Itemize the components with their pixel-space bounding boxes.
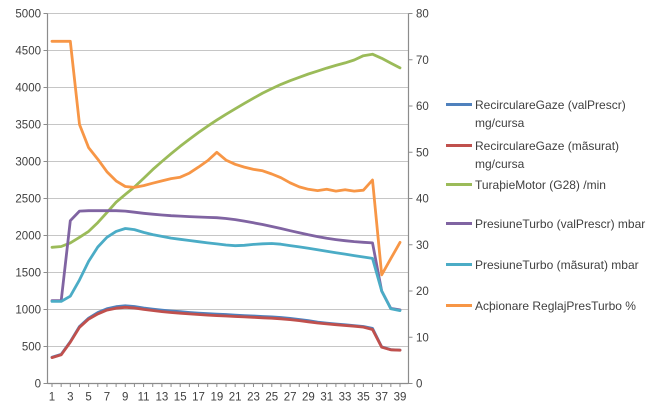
legend-swatch-recirculare-masurat <box>446 144 472 147</box>
legend-label: RecirculareGaze (valPrescr) mg/cursa <box>475 98 626 130</box>
x-axis-tick-label: 39 <box>394 392 407 404</box>
legend-swatch-turatie-motor <box>446 183 472 186</box>
legend-item-presiune-valprescr: PresiuneTurbo (valPrescr) mbar <box>446 215 645 233</box>
legend-label: RecirculareGaze (mãsurat) mg/cursa <box>475 139 620 171</box>
legend-label: PresiuneTurbo (valPrescr) mbar <box>475 217 646 231</box>
left-axis-tick-label: 4000 <box>15 83 41 95</box>
x-axis-tick-label: 13 <box>155 392 168 404</box>
x-axis-tick-label: 21 <box>229 392 242 404</box>
chart-legend: RecirculareGaze (valPrescr) mg/cursa Reci… <box>446 0 661 417</box>
right-axis-tick-label: 0 <box>416 379 422 391</box>
left-axis-tick-label: 1500 <box>15 268 41 280</box>
right-axis-tick-label: 10 <box>416 332 429 344</box>
left-axis-tick-label: 500 <box>22 342 41 354</box>
left-axis-tick-label: 0 <box>35 379 41 391</box>
left-axis-tick-label: 1000 <box>15 305 41 317</box>
right-axis-tick-label: 30 <box>416 240 429 252</box>
x-axis-tick-label: 35 <box>357 392 370 404</box>
right-axis-tick-label: 40 <box>416 194 429 206</box>
x-axis-tick-label: 27 <box>284 392 297 404</box>
x-axis-tick-label: 9 <box>122 392 128 404</box>
legend-label: PresiuneTurbo (mãsurat) mbar <box>475 258 639 272</box>
legend-swatch-presiune-valprescr <box>446 222 472 225</box>
legend-label: TuraþieMotor (G28) /min <box>475 178 606 192</box>
legend-item-recirculare-valprescr: RecirculareGaze (valPrescr) mg/cursa <box>446 96 626 132</box>
legend-item-presiune-masurat: PresiuneTurbo (mãsurat) mbar <box>446 256 639 274</box>
x-axis-tick-label: 17 <box>192 392 205 404</box>
x-axis-tick-label: 5 <box>85 392 91 404</box>
right-axis-tick-label: 60 <box>416 101 429 113</box>
right-axis-tick-label: 50 <box>416 147 429 159</box>
x-axis-tick-label: 29 <box>302 392 315 404</box>
x-axis-tick-label: 31 <box>320 392 333 404</box>
x-axis-tick-label: 15 <box>174 392 187 404</box>
series-line-3 <box>50 209 402 312</box>
series-line-0 <box>50 304 402 359</box>
legend-item-recirculare-masurat: RecirculareGaze (mãsurat) mg/cursa <box>446 137 619 173</box>
legend-swatch-actionare-reglaj <box>446 304 472 307</box>
left-axis-tick-label: 2500 <box>15 194 41 206</box>
legend-swatch-presiune-masurat <box>446 263 472 266</box>
legend-swatch-recirculare-valprescr <box>446 103 472 106</box>
series-line-4 <box>50 227 402 313</box>
x-axis-tick-label: 19 <box>210 392 223 404</box>
legend-item-actionare-reglaj: Acþionare ReglajPresTurbo % <box>446 297 636 315</box>
legend-item-turatie-motor: TuraþieMotor (G28) /min <box>446 176 606 194</box>
left-axis-tick-label: 4500 <box>15 46 41 58</box>
x-axis-tick-label: 23 <box>247 392 260 404</box>
x-axis-tick-label: 37 <box>375 392 388 404</box>
x-axis-tick-label: 1 <box>49 392 55 404</box>
series-line-1 <box>50 305 402 360</box>
right-axis-tick-label: 70 <box>416 55 429 67</box>
right-axis-tick-label: 80 <box>416 9 429 21</box>
series-line-2 <box>50 52 402 249</box>
left-axis-tick-label: 3000 <box>15 157 41 169</box>
x-axis-tick-label: 25 <box>265 392 278 404</box>
x-axis-tick-label: 3 <box>67 392 73 404</box>
x-axis-tick-label: 7 <box>104 392 110 404</box>
x-axis-tick-label: 11 <box>138 392 150 404</box>
right-axis-tick-label: 20 <box>416 286 429 298</box>
left-axis-tick-label: 2000 <box>15 231 41 243</box>
x-axis-tick-label: 33 <box>339 392 352 404</box>
legend-label: Acþionare ReglajPresTurbo % <box>475 299 636 313</box>
left-axis-tick-label: 3500 <box>15 120 41 132</box>
left-axis-tick-label: 5000 <box>15 9 41 21</box>
series-line-5 <box>50 39 402 277</box>
